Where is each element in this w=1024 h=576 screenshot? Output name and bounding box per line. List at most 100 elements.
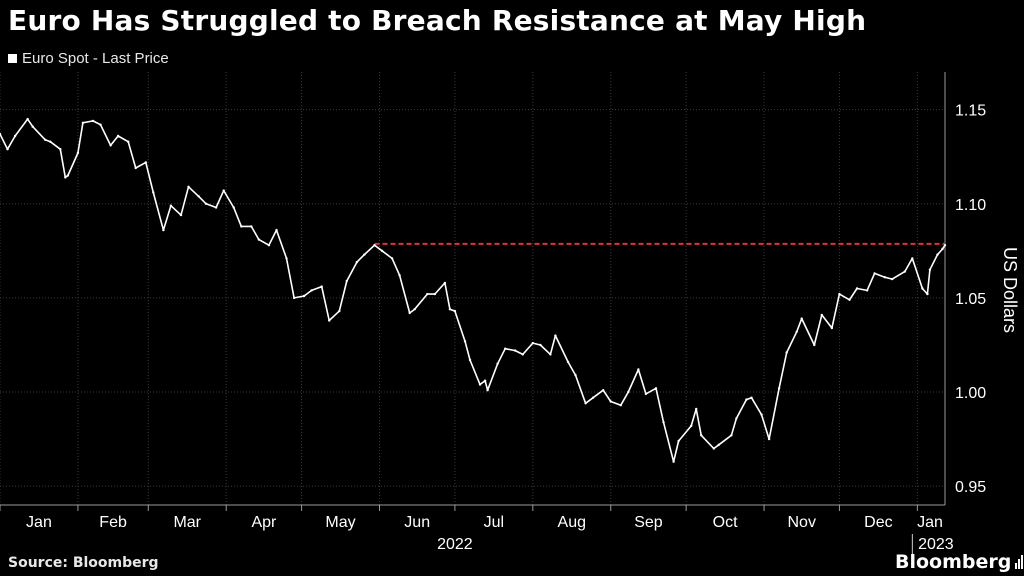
price-point xyxy=(275,228,278,232)
price-point xyxy=(926,292,929,296)
price-point xyxy=(31,125,34,128)
price-point xyxy=(443,281,447,285)
x-year-label: 2023 xyxy=(918,536,954,553)
price-point xyxy=(539,343,542,347)
price-point xyxy=(627,390,630,394)
x-tick-label: Aug xyxy=(558,514,586,531)
price-point xyxy=(81,121,85,125)
price-point xyxy=(830,326,834,330)
legend-label: Euro Spot - Last Price xyxy=(22,50,169,67)
x-tick-label: Apr xyxy=(251,514,277,531)
x-tick-label: Mar xyxy=(173,514,201,531)
price-point xyxy=(413,308,416,311)
price-point xyxy=(504,347,507,350)
x-tick-label: Nov xyxy=(788,514,816,531)
x-tick-label: Jun xyxy=(404,514,430,531)
brand-logo: Bloomberg xyxy=(895,551,1024,573)
chart-title: Euro Has Struggled to Breach Resistance … xyxy=(8,4,867,37)
price-point xyxy=(855,287,859,290)
legend-swatch xyxy=(8,54,17,63)
price-point xyxy=(903,270,906,273)
price-point xyxy=(285,257,288,260)
brand-name: Bloomberg xyxy=(895,551,1012,573)
price-point xyxy=(838,292,841,296)
y-tick-label: 0.95 xyxy=(955,479,986,496)
price-point xyxy=(267,244,271,247)
price-point xyxy=(700,434,703,437)
price-point xyxy=(584,402,587,405)
price-point xyxy=(162,228,165,232)
price-point xyxy=(602,389,605,392)
price-point xyxy=(483,379,487,382)
price-point xyxy=(222,189,225,192)
price-point xyxy=(408,311,411,315)
price-point xyxy=(204,202,208,205)
price-point xyxy=(767,437,771,441)
price-point xyxy=(320,285,323,288)
price-point xyxy=(179,213,183,217)
price-point xyxy=(144,161,147,164)
price-point xyxy=(127,140,130,143)
price-point xyxy=(928,268,932,271)
price-point xyxy=(44,138,47,141)
price-point xyxy=(257,238,261,241)
price-point xyxy=(99,123,102,126)
price-point xyxy=(735,417,738,420)
price-point xyxy=(169,204,173,207)
price-point xyxy=(865,289,869,292)
price-point xyxy=(398,274,401,277)
x-tick-label: Jul xyxy=(484,514,504,531)
price-point xyxy=(292,296,296,300)
price-point xyxy=(453,309,457,313)
legend: Euro Spot - Last Price xyxy=(8,50,169,67)
price-point xyxy=(654,387,658,390)
price-point xyxy=(521,353,524,356)
price-point xyxy=(426,292,429,296)
price-point xyxy=(514,349,517,352)
price-series-line xyxy=(0,118,946,463)
price-point xyxy=(943,244,947,247)
price-point xyxy=(49,140,52,143)
price-point xyxy=(390,257,394,260)
price-point xyxy=(921,287,924,290)
price-point xyxy=(637,368,640,371)
price-point xyxy=(328,319,331,322)
price-point xyxy=(363,253,366,256)
price-point xyxy=(941,247,944,251)
price-point xyxy=(59,148,62,151)
price-point xyxy=(813,343,816,347)
price-point xyxy=(936,253,939,256)
price-point xyxy=(345,279,348,283)
price-point xyxy=(0,132,2,136)
price-point xyxy=(116,134,120,138)
price-point xyxy=(554,334,557,337)
price-point xyxy=(777,387,781,390)
price-point xyxy=(800,317,803,320)
price-point xyxy=(373,244,376,247)
price-point xyxy=(760,413,763,416)
price-point xyxy=(619,404,622,407)
price-point xyxy=(486,389,489,392)
price-point xyxy=(873,272,876,275)
price-point xyxy=(448,308,452,311)
price-point xyxy=(64,176,67,179)
price-point xyxy=(745,398,748,401)
price-point xyxy=(695,407,698,411)
x-tick-label: Jan xyxy=(917,514,943,531)
price-point xyxy=(6,148,9,151)
price-point xyxy=(232,206,235,209)
x-tick-label: Feb xyxy=(99,514,127,531)
price-point xyxy=(795,330,798,333)
price-point xyxy=(302,294,306,298)
price-point xyxy=(197,195,200,198)
price-point xyxy=(109,144,112,147)
price-point xyxy=(712,447,715,450)
price-point xyxy=(66,174,70,177)
price-point xyxy=(134,166,137,170)
brand-bars-icon xyxy=(1015,555,1024,569)
price-point xyxy=(785,351,788,354)
price-point xyxy=(609,400,612,403)
price-point xyxy=(338,309,341,313)
y-axis-title: US Dollars xyxy=(1000,247,1020,333)
